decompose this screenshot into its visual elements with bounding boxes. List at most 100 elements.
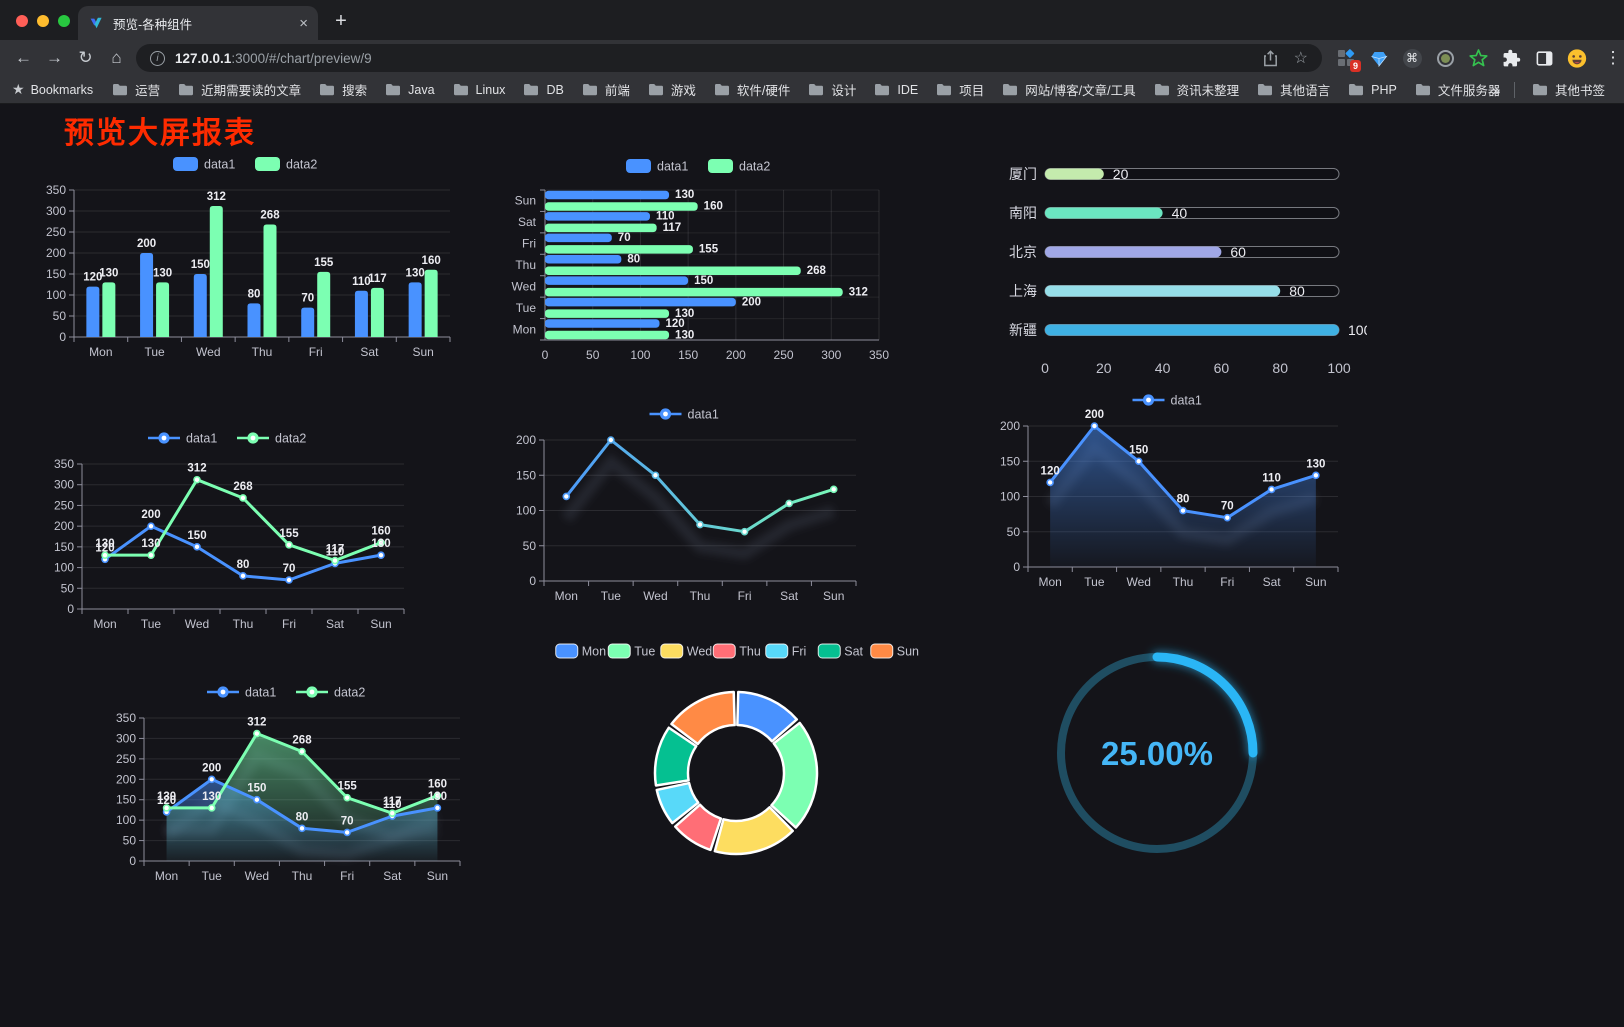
folder-icon [386,84,401,96]
svg-text:160: 160 [371,526,390,538]
svg-text:80: 80 [237,559,250,571]
bookmark-folder-label: IDE [897,82,919,97]
bookmark-folder[interactable]: PHP [1339,80,1406,100]
line-chart-gradient[interactable]: data1 0 50 100 150 200 Mon Tue Wed Thu Fri Sat Sun [506,400,868,608]
svg-text:250: 250 [46,225,66,239]
ext-green-star-icon[interactable] [1468,48,1488,68]
forward-button[interactable]: → [46,48,63,67]
ext-record-icon[interactable] [1435,48,1455,68]
svg-text:130: 130 [371,538,390,550]
svg-text:250: 250 [116,752,136,766]
maximize-window-button[interactable] [58,15,70,27]
bookmark-folder[interactable]: 游戏 [639,77,705,102]
browser-toolbar: ← → ↻ ⌂ i 127.0.0.1 :3000/#/chart/previe… [0,40,1624,76]
svg-text:厦门: 厦门 [1009,166,1037,182]
bookmark-folder[interactable]: 近期需要读的文章 [169,77,310,102]
svg-text:Sat: Sat [780,589,799,603]
svg-text:Mon: Mon [1038,575,1061,589]
share-icon[interactable] [1263,49,1278,67]
svg-text:40: 40 [1172,205,1188,221]
svg-text:Tue: Tue [634,645,655,659]
svg-text:50: 50 [61,581,75,595]
bookmark-star-icon[interactable]: ☆ [1293,50,1308,67]
folder-icon [582,84,597,96]
bookmark-folder-label: Linux [475,82,506,97]
info-icon[interactable]: i [150,50,165,66]
bookmarks-label[interactable]: Bookmarks [30,82,94,97]
bookmark-folder-label: PHP [1371,82,1397,97]
svg-text:150: 150 [116,793,136,807]
svg-text:70: 70 [618,232,631,244]
url-bar[interactable]: i 127.0.0.1 :3000/#/chart/preview/9 ☆ [136,44,1322,72]
donut-chart[interactable]: Mon Tue Wed Thu Fri Sat Sun [552,640,920,882]
home-button[interactable]: ⌂ [111,48,122,67]
bookmark-folder[interactable]: 运营 [103,77,169,102]
minimize-window-button[interactable] [37,15,49,27]
tab-close-icon[interactable]: × [299,14,308,32]
svg-text:100: 100 [1327,360,1351,376]
line-chart-two-series-area[interactable]: data1 data2 0 50 100 150 200 250 300 350 Mon Tue Wed… [106,678,472,888]
profile-avatar[interactable] [1567,48,1587,68]
svg-text:150: 150 [46,267,66,281]
svg-text:250: 250 [54,498,74,512]
ext-gem-icon[interactable] [1369,48,1389,68]
bookmarks-divider [1513,81,1515,98]
progress-bar-chart[interactable]: 厦门 20 南阳 40 北京 60 上海 80 新疆 100 0 20 40 60 80 100 [995,156,1367,384]
svg-text:155: 155 [279,528,299,540]
svg-text:80: 80 [248,288,261,300]
svg-text:200: 200 [726,348,746,362]
bookmark-folder[interactable]: 文件服务器 [1406,77,1510,102]
svg-text:120: 120 [83,272,102,284]
svg-text:Mon: Mon [89,345,112,359]
svg-text:200: 200 [202,762,221,774]
gauge-chart[interactable]: 25.00% [1040,638,1274,876]
svg-text:160: 160 [704,201,723,213]
bookmarks-list: ★ Bookmarks 运营 近期需要读的文章 搜索 Java Linux DB 前端 游戏 软件/… [10,77,1500,102]
svg-text:data2: data2 [739,160,770,174]
svg-text:70: 70 [283,563,296,575]
ext-command-icon[interactable]: ⌘ [1402,48,1422,68]
horizontal-bar-chart[interactable]: data1 data2 0 50 100 150 200 250 300 350 Mon 120 130… [505,152,897,366]
new-tab-button[interactable]: + [335,9,347,32]
line-chart-two-series[interactable]: data1 data2 0 50 100 150 200 250 300 350 Mon Tue Wed… [44,424,416,636]
ext-grid-icon[interactable]: 9 [1336,48,1361,72]
bar-chart[interactable]: data1 data2 0 50 100 150 200 250 300 350 Mon Tue Wed… [36,150,460,364]
side-panel-icon[interactable] [1534,48,1554,68]
svg-text:130: 130 [157,791,176,803]
bookmark-folder[interactable]: DB [514,80,572,100]
bookmark-folder[interactable]: 前端 [573,77,639,102]
svg-text:150: 150 [187,530,206,542]
line-chart-area[interactable]: data1 0 50 100 150 200 Mon Tue Wed Thu Fri Sat Sun 12… [990,386,1350,594]
svg-text:155: 155 [338,781,358,793]
svg-text:Sun: Sun [897,645,919,659]
bookmark-folder[interactable]: Java [376,80,443,100]
svg-text:50: 50 [586,348,600,362]
bookmark-folder[interactable]: 资讯未整理 [1145,77,1249,102]
svg-text:200: 200 [1000,419,1020,433]
other-bookmarks-folder[interactable]: 其他书签 [1523,77,1614,102]
svg-text:50: 50 [123,834,137,848]
reload-button[interactable]: ↻ [78,48,93,67]
bookmark-folder[interactable]: 搜索 [310,77,376,102]
bookmark-folder[interactable]: 项目 [927,77,993,102]
svg-text:117: 117 [326,544,345,556]
bookmark-folder[interactable]: 设计 [799,77,865,102]
close-window-button[interactable] [16,15,28,27]
svg-text:100: 100 [1348,322,1367,338]
bookmark-folder[interactable]: IDE [865,80,927,100]
page-content: 预览大屏报表 data1 data2 0 50 100 150 200 250 300 350 Mo… [0,104,1624,1027]
extensions-puzzle-icon[interactable] [1501,48,1521,68]
browser-menu-icon[interactable]: ⋮ [1604,48,1622,67]
svg-text:350: 350 [46,183,66,197]
bookmark-folder[interactable]: 软件/硬件 [705,77,799,102]
bookmark-folder[interactable]: 网站/博客/文章/工具 [993,77,1144,102]
svg-text:200: 200 [516,433,536,447]
bookmark-folder[interactable]: Linux [444,80,515,100]
browser-tab[interactable]: 预览-各种组件 × [78,6,318,40]
folder-icon [714,84,729,96]
back-button[interactable]: ← [15,48,32,67]
bookmarks-overflow-button[interactable]: » [1492,81,1500,98]
bookmark-folder[interactable]: 其他语言 [1248,77,1339,102]
svg-text:Thu: Thu [739,645,761,659]
svg-text:100: 100 [516,504,536,518]
